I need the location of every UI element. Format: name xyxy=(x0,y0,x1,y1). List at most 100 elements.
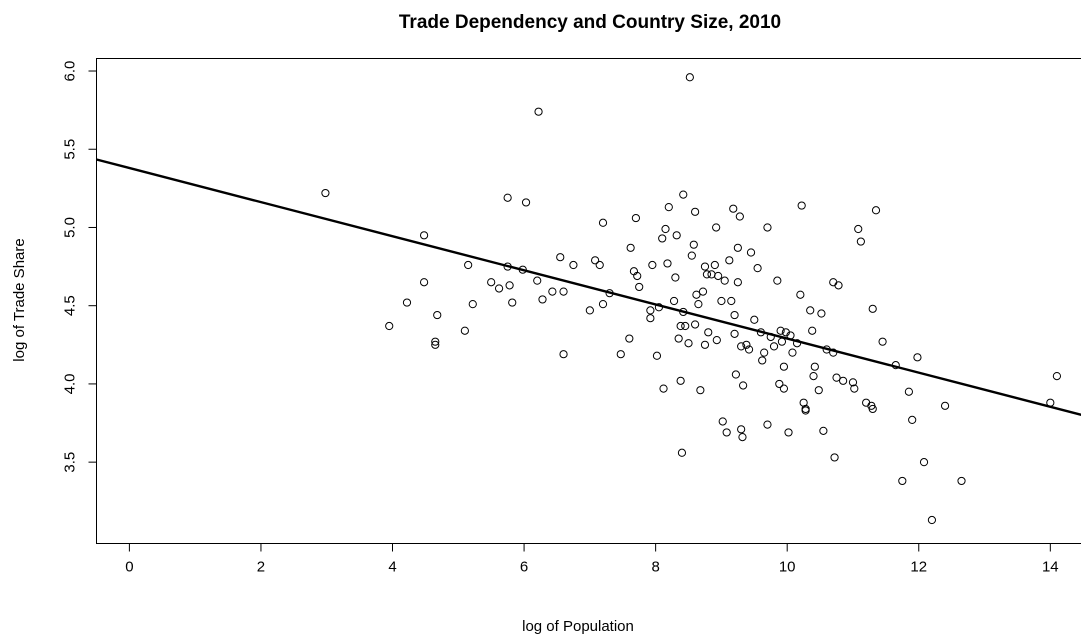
data-point xyxy=(871,206,881,215)
data-point xyxy=(431,340,440,349)
data-point xyxy=(538,295,547,304)
data-point xyxy=(598,218,608,227)
data-point xyxy=(940,401,950,410)
data-point xyxy=(707,270,716,279)
data-point xyxy=(548,287,557,296)
data-point xyxy=(718,417,727,426)
data-point xyxy=(503,193,512,202)
data-point xyxy=(521,198,531,207)
data-point xyxy=(700,340,710,349)
data-point xyxy=(773,276,782,285)
data-point xyxy=(419,278,429,287)
data-point xyxy=(739,381,748,390)
data-point xyxy=(801,406,810,415)
data-point xyxy=(679,190,688,199)
data-point xyxy=(556,253,565,262)
y-tick-label: 4.5 xyxy=(62,295,79,316)
data-point xyxy=(854,224,863,234)
y-tick-label: 4.0 xyxy=(62,373,79,394)
data-point xyxy=(687,251,696,260)
data-point xyxy=(746,248,756,257)
data-point xyxy=(784,428,793,437)
data-point xyxy=(788,348,797,357)
data-point xyxy=(692,290,701,299)
data-point xyxy=(868,304,877,313)
x-tick-label: 14 xyxy=(1042,559,1059,576)
data-point xyxy=(702,270,712,279)
data-point xyxy=(712,223,721,232)
data-point xyxy=(626,243,635,252)
data-point xyxy=(591,256,600,265)
data-point xyxy=(830,453,839,462)
data-point xyxy=(862,398,871,407)
data-point xyxy=(625,334,634,343)
data-point xyxy=(585,306,594,315)
y-axis-label: log of Trade Share xyxy=(11,238,28,361)
y-tick-label: 5.0 xyxy=(62,217,79,238)
data-point xyxy=(856,237,865,246)
data-point xyxy=(712,336,721,345)
data-point xyxy=(559,350,568,359)
data-point xyxy=(494,284,504,293)
data-point xyxy=(839,376,848,385)
data-point xyxy=(321,188,330,198)
data-point xyxy=(819,426,828,435)
x-tick-label: 8 xyxy=(651,559,659,576)
data-point xyxy=(616,350,625,359)
data-point xyxy=(385,321,394,331)
data-point xyxy=(913,353,922,362)
data-point xyxy=(700,262,710,271)
x-tick-label: 10 xyxy=(779,559,796,576)
data-point xyxy=(635,282,644,292)
y-tick-label: 3.5 xyxy=(62,452,79,473)
data-point xyxy=(769,342,779,351)
data-point xyxy=(730,329,739,338)
data-point xyxy=(737,342,746,351)
data-point xyxy=(685,73,694,82)
data-point xyxy=(878,337,887,346)
data-point xyxy=(725,256,734,265)
data-points xyxy=(321,73,1061,525)
data-point xyxy=(729,204,738,213)
data-point xyxy=(848,378,858,387)
data-point xyxy=(779,384,789,393)
data-point xyxy=(733,278,742,287)
data-point xyxy=(775,379,784,389)
data-point xyxy=(717,296,726,306)
data-point xyxy=(898,476,907,486)
data-point xyxy=(595,260,604,270)
data-point xyxy=(760,348,769,357)
data-point xyxy=(809,371,818,381)
data-point xyxy=(758,356,767,365)
data-point xyxy=(681,321,690,331)
data-point xyxy=(646,306,655,315)
data-point xyxy=(431,337,440,346)
data-point xyxy=(664,203,673,212)
x-axis: 0 2 4 6 8 10 12 14 xyxy=(125,543,1059,576)
data-point xyxy=(661,224,670,234)
data-point xyxy=(777,337,787,346)
data-point xyxy=(868,404,877,414)
data-point xyxy=(908,415,917,425)
regression-line xyxy=(96,158,1081,416)
data-point xyxy=(763,223,772,232)
data-point xyxy=(534,107,543,116)
data-point xyxy=(505,281,514,290)
data-point xyxy=(731,370,740,379)
x-tick-label: 12 xyxy=(910,559,927,576)
data-point xyxy=(814,386,823,395)
data-point xyxy=(464,260,473,270)
data-point xyxy=(663,259,672,268)
data-point xyxy=(598,300,608,309)
data-point xyxy=(646,314,655,323)
data-point xyxy=(672,231,681,240)
data-point xyxy=(850,384,859,393)
data-point xyxy=(714,271,723,281)
data-point xyxy=(648,260,657,270)
data-point xyxy=(817,309,826,318)
y-tick-label: 5.5 xyxy=(62,139,79,160)
x-tick-label: 0 xyxy=(125,559,133,576)
data-point xyxy=(737,425,746,434)
x-tick-label: 6 xyxy=(520,559,528,576)
